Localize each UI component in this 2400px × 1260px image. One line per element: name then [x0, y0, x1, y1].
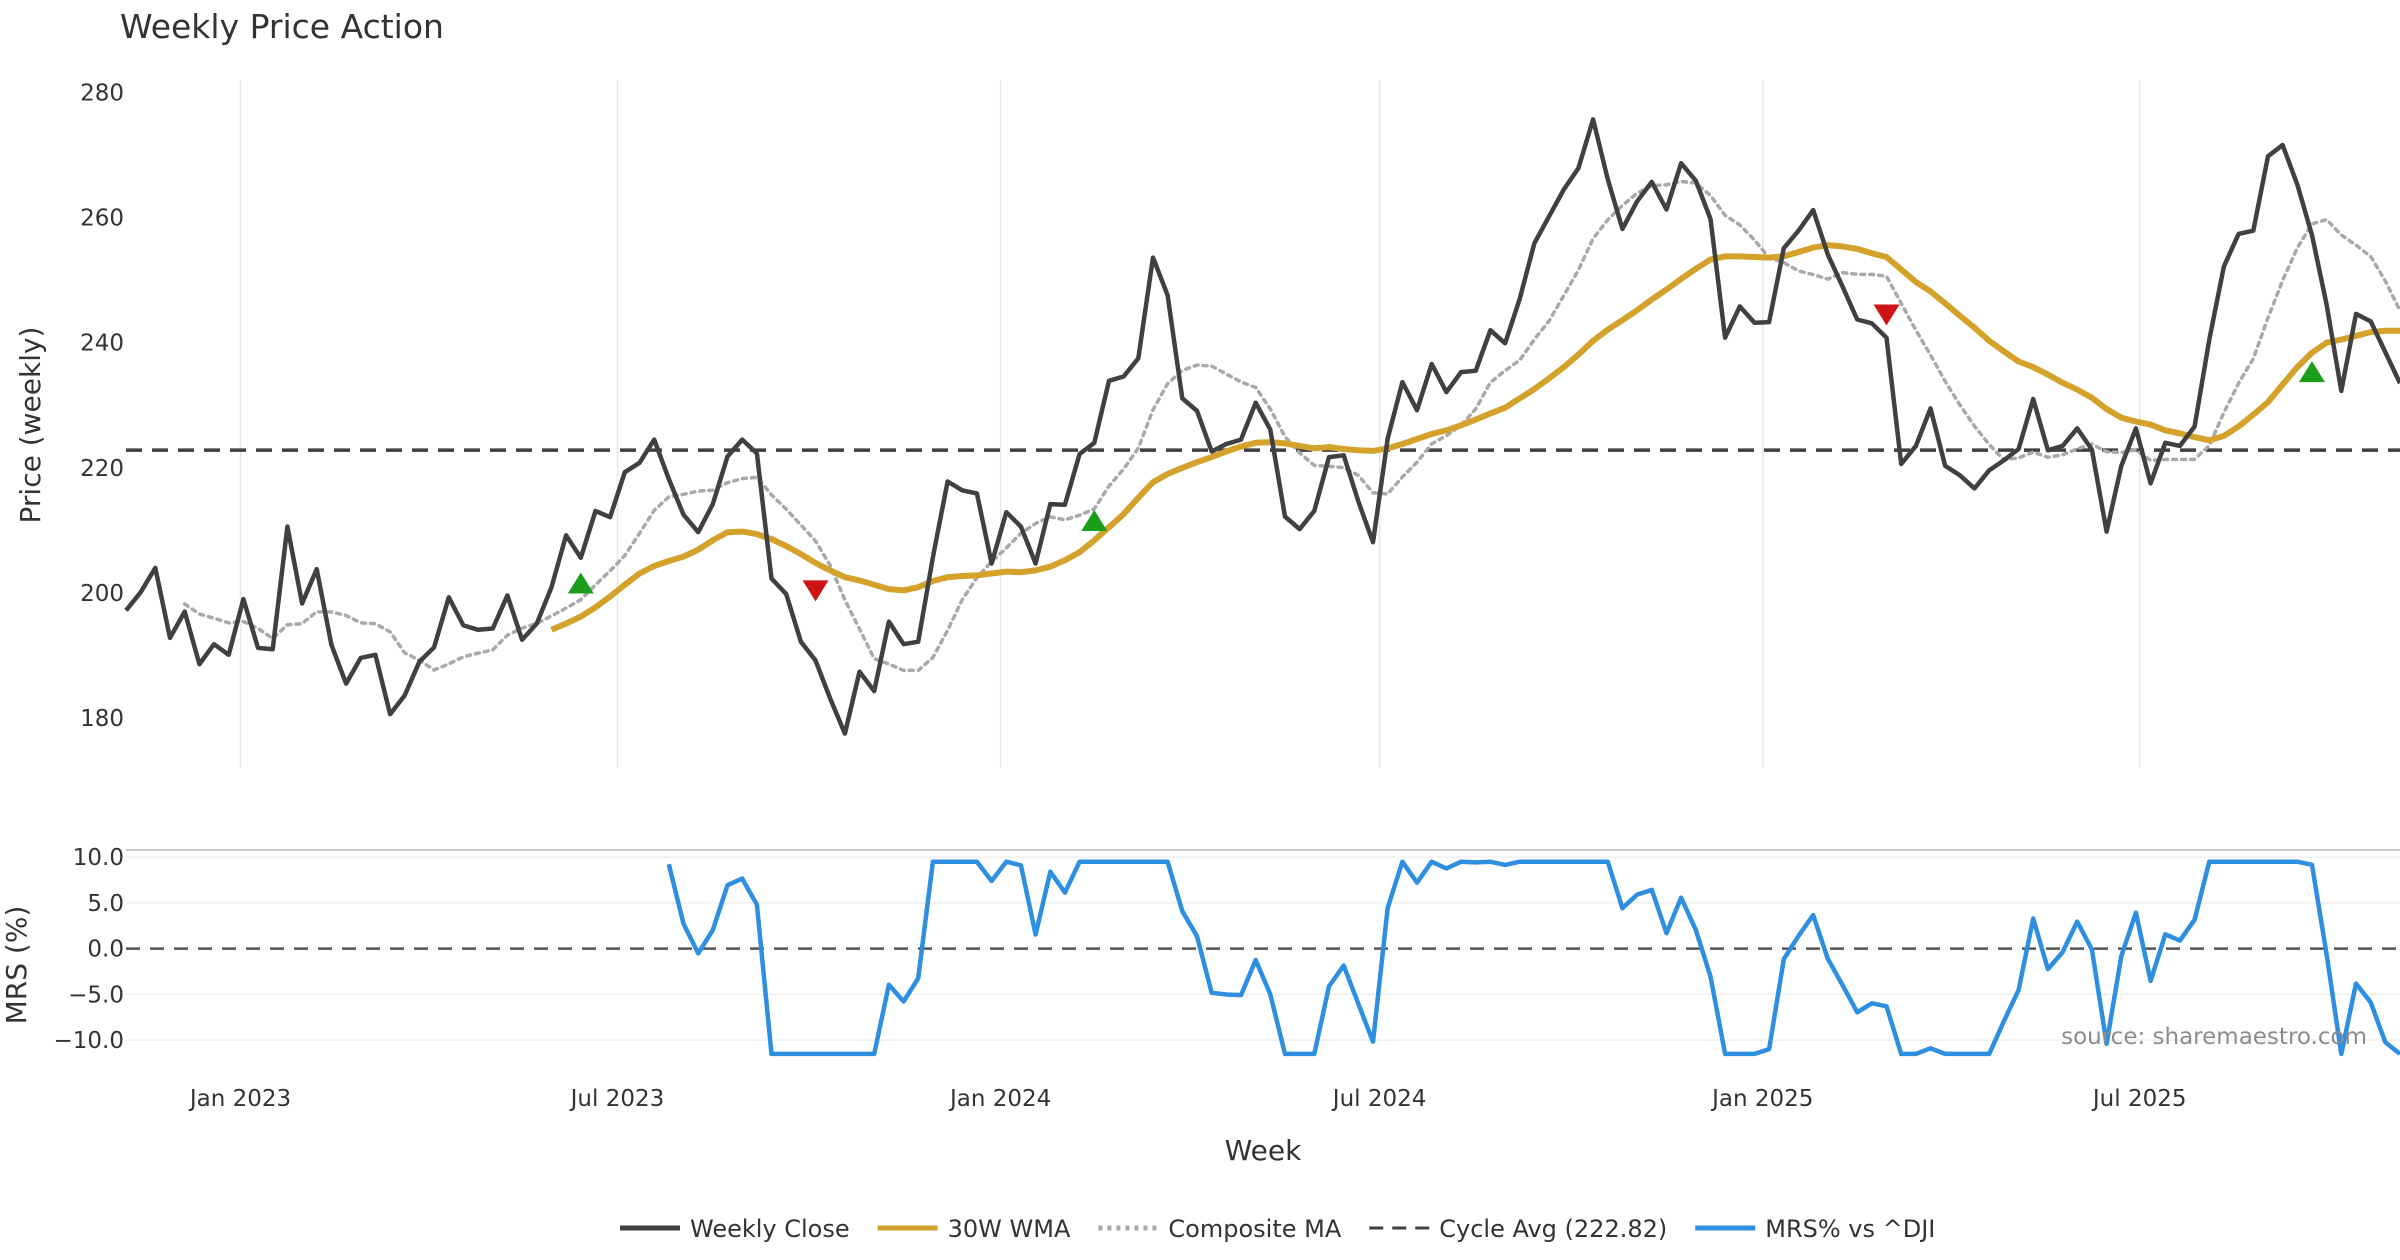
x-tick-label: Jul 2025 [2091, 1086, 2187, 1112]
mrs-grid [126, 849, 2400, 1041]
source-watermark: source: sharemaestro.com [2061, 1024, 2367, 1050]
x-tick-label: Jan 2023 [188, 1086, 291, 1112]
chart-title: Weekly Price Action [120, 7, 444, 46]
mrs-ytick-label: 10.0 [73, 845, 124, 871]
mrs-ytick-label: 5.0 [87, 891, 124, 917]
legend-label-wma: 30W WMA [948, 1215, 1071, 1243]
mrs-panel: MRS (%) 10.0 5.0 0.0 −5.0 −10.0 [0, 845, 2400, 1057]
x-tick-label: Jul 2024 [1331, 1086, 1427, 1112]
composite-ma-line [182, 179, 2400, 673]
legend-label-cycle: Cycle Avg (222.82) [1439, 1215, 1667, 1243]
x-tick-label: Jul 2023 [569, 1086, 665, 1112]
price-panel: Price (weekly) 180 200 220 240 260 280 [14, 80, 2400, 768]
sell-signal-marker [1873, 304, 1900, 326]
price-ytick-label: 200 [80, 581, 124, 607]
sell-signal-marker [802, 580, 829, 602]
x-tick-label: Jan 2024 [948, 1086, 1051, 1112]
x-axis-label: Week [1225, 1134, 1302, 1167]
mrs-ytick-label: −10.0 [54, 1028, 124, 1054]
mrs-y-axis-label: MRS (%) [0, 906, 33, 1025]
signal-markers [567, 304, 2325, 602]
weekly-close-line [124, 117, 2400, 736]
price-ytick-label: 280 [80, 81, 124, 107]
x-tick-label: Jan 2025 [1710, 1086, 1813, 1112]
mrs-y-ticks: 10.0 5.0 0.0 −5.0 −10.0 [54, 845, 124, 1054]
buy-signal-marker [2298, 361, 2325, 383]
price-ytick-label: 240 [80, 331, 124, 357]
price-series [124, 117, 2400, 736]
price-grid [239, 80, 2141, 768]
legend-label-weekly_close: Weekly Close [690, 1215, 850, 1243]
mrs-series [666, 859, 2400, 1057]
legend: Weekly Close 30W WMA Composite MA Cycle Avg… [620, 1215, 1935, 1243]
mrs-ytick-label: 0.0 [87, 937, 124, 963]
wma-30w-line [550, 242, 2400, 633]
buy-signal-marker [1081, 509, 1108, 531]
price-ytick-label: 260 [80, 206, 124, 232]
mrs-ytick-label: −5.0 [68, 982, 124, 1008]
buy-signal-marker [567, 572, 594, 594]
price-y-ticks: 180 200 220 240 260 280 [80, 81, 124, 732]
price-ytick-label: 220 [80, 456, 124, 482]
x-ticks: Jan 2023 Jul 2023 Jan 2024 Jul 2024 Jan 2025… [188, 1086, 2187, 1112]
legend-label-mrs: MRS% vs ^DJI [1765, 1215, 1935, 1243]
price-y-axis-label: Price (weekly) [14, 327, 47, 524]
price-ytick-label: 180 [80, 706, 124, 732]
legend-label-composite: Composite MA [1168, 1215, 1341, 1243]
mrs-line [666, 859, 2400, 1057]
